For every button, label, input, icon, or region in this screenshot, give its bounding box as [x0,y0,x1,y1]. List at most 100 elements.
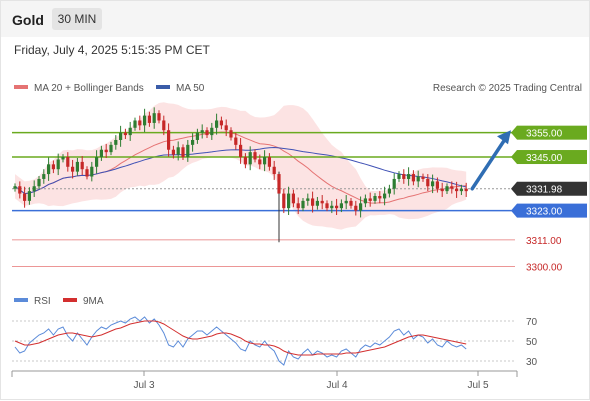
candle-body [243,157,247,165]
candle-body [421,176,425,179]
ma20-legend-label: MA 20 + Bollinger Bands [34,83,144,94]
level-tag-pointer [511,125,517,140]
candle-body [80,161,84,170]
rsi-line [14,316,467,366]
candle-body [354,205,358,211]
candle-body [42,174,46,179]
projection-arrow-head [497,130,511,145]
candle-body [301,200,305,209]
x-tick-label: Jul 4 [326,380,348,391]
candle-body [349,200,353,206]
candle-body [455,188,459,192]
price-labels: 3355.00 3345.00 3323.00 3311.00 3300.00 3331.… [511,125,587,274]
candle-body [171,149,175,155]
candle-body [66,157,70,167]
candle-body [128,127,132,136]
projection-arrow [470,130,511,191]
candle-body [219,120,223,126]
candle-body [416,176,420,182]
candle-body [234,137,238,145]
candle-body [320,200,324,204]
candle-body [378,196,382,199]
candle-body [27,191,31,201]
ma50-legend-label: MA 50 [176,83,205,94]
candle-body [344,200,348,204]
candle-body [32,186,36,192]
candle-body [95,157,99,167]
level-tag-3323.00 [517,203,587,218]
candle-body [263,157,267,165]
candle-body [90,166,94,177]
candle-body [167,130,171,150]
instrument-title: Gold [12,12,44,28]
credit-label: Research © 2025 Trading Central [433,83,582,94]
candle-body [397,174,401,179]
candle-body [440,188,444,192]
candle-body [291,193,295,204]
candle-body [191,139,195,145]
candle-body [229,130,233,138]
candle-body [23,193,27,201]
rsi-ma-line [14,320,467,356]
x-tick-label: Jul 5 [467,380,489,391]
timeframe-badge[interactable]: 30 MIN [52,8,102,30]
candle-body [162,120,166,131]
candle-body [138,120,142,126]
level-label-3345.00: 3345.00 [526,153,563,164]
candle-body [186,144,190,158]
candle-body [99,149,103,158]
x-axis-ticks: Jul 3 Jul 4 Jul 5 [133,371,489,391]
candle-body [13,186,17,189]
candle-body [224,125,228,131]
candle-body [407,174,411,179]
candle-body [383,193,387,199]
level-tag-pointer [511,150,517,165]
candle-body [296,203,300,209]
ma9-legend-swatch [63,298,77,302]
candle-body [147,115,151,123]
candle-body [387,188,391,194]
candle-body [287,193,291,209]
candle-body [464,188,468,192]
level-label-3355.00: 3355.00 [526,129,563,140]
level-tag-3355.00 [517,125,587,140]
ma20-legend-swatch [14,85,28,89]
candle-body [431,181,435,187]
ma50-legend-swatch [156,85,170,89]
ma9-legend-label: 9MA [83,296,104,307]
candle-body [459,188,463,192]
level-tag-pointer [511,203,517,218]
bollinger-band-area [15,102,467,230]
level-label-3323.00: 3323.00 [526,207,563,218]
candle-body [253,152,257,160]
candle-body [445,186,449,192]
candle-body [123,132,127,136]
candle-body [56,159,60,170]
bollinger-band [15,102,467,230]
candle-body [47,164,51,175]
rsi-tick-30: 30 [526,357,538,368]
candle-body [210,127,214,136]
candle-body [114,139,118,145]
level-label-3300.00: 3300.00 [526,263,563,274]
candle-body [258,159,262,165]
candle-body [239,144,243,158]
candle-body [359,203,363,211]
level-label-3311.00: 3311.00 [526,236,562,247]
candle-body [368,198,372,201]
candle-body [282,193,286,209]
candle-body [339,203,343,209]
candle-body [267,157,271,167]
candle-body [104,149,108,153]
datetime-label: Friday, July 4, 2025 5:15:35 PM CET [14,43,210,57]
candle-body [37,178,41,187]
candle-body [51,164,55,170]
candle-body [306,198,310,201]
candle-body [411,174,415,182]
candle-body [181,147,185,158]
candle-body [75,161,79,172]
candle-body [85,169,89,177]
candle-body [435,181,439,189]
level-tag-3345.00 [517,150,587,165]
